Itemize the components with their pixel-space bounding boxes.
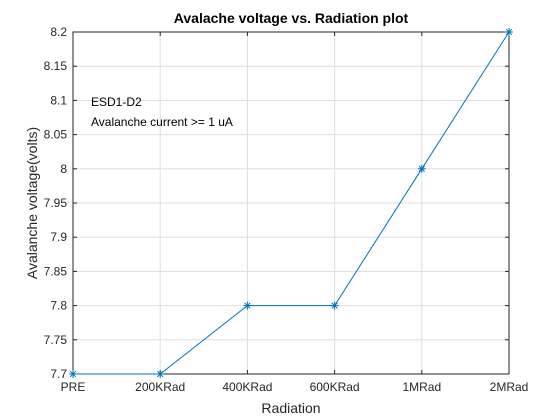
x-tick-label: 2MRad	[490, 380, 529, 394]
y-tick-label: 7.85	[44, 264, 68, 278]
data-point-marker	[505, 28, 513, 36]
x-tick-label: 200KRad	[135, 380, 185, 394]
data-point-marker	[156, 370, 165, 378]
x-tick-label: 1MRad	[402, 380, 441, 394]
marker-stroke	[244, 302, 251, 309]
x-tick-label: PRE	[61, 380, 86, 394]
plot-frame	[72, 31, 510, 375]
marker-stroke	[505, 28, 513, 36]
tick-labels: PRE 200KRad 400KRad 600KRad 1MRad 2MRad 7.7 7.7…	[44, 25, 529, 394]
y-tick-label: 7.75	[44, 333, 68, 347]
y-axis-title: Avalanche voltage(volts)	[24, 127, 40, 279]
y-tick-label: 7.7	[50, 367, 67, 381]
x-tick-label: 600KRad	[310, 380, 360, 394]
marker-stroke	[157, 370, 164, 378]
y-tick-label: 8.05	[44, 128, 68, 142]
data-point-marker	[330, 301, 339, 310]
data-point-marker	[69, 370, 77, 378]
y-tick-label: 7.9	[50, 230, 67, 244]
marker-stroke	[331, 302, 338, 309]
x-tick-label: 400KRad	[222, 380, 272, 394]
chart-title: Avalache voltage vs. Radiation plot	[174, 10, 409, 26]
grid-lines	[73, 32, 509, 374]
series-line	[73, 31, 510, 375]
annotation-device-label: ESD1-D2	[91, 95, 142, 109]
y-tick-label: 7.8	[50, 299, 67, 313]
data-series	[69, 28, 513, 378]
y-tick-label: 8.15	[44, 59, 68, 73]
y-tick-label: 7.95	[44, 196, 68, 210]
annotation-current-condition: Avalanche current >= 1 uA	[91, 115, 233, 129]
marker-stroke	[418, 165, 425, 172]
data-point-marker	[243, 301, 252, 310]
y-tick-label: 8.1	[50, 93, 67, 107]
axes	[72, 31, 510, 375]
x-axis-title: Radiation	[261, 400, 320, 416]
data-point-marker	[417, 164, 426, 173]
y-tick-label: 8	[60, 162, 67, 176]
y-tick-label: 8.2	[50, 25, 67, 39]
marker-stroke	[69, 370, 77, 378]
